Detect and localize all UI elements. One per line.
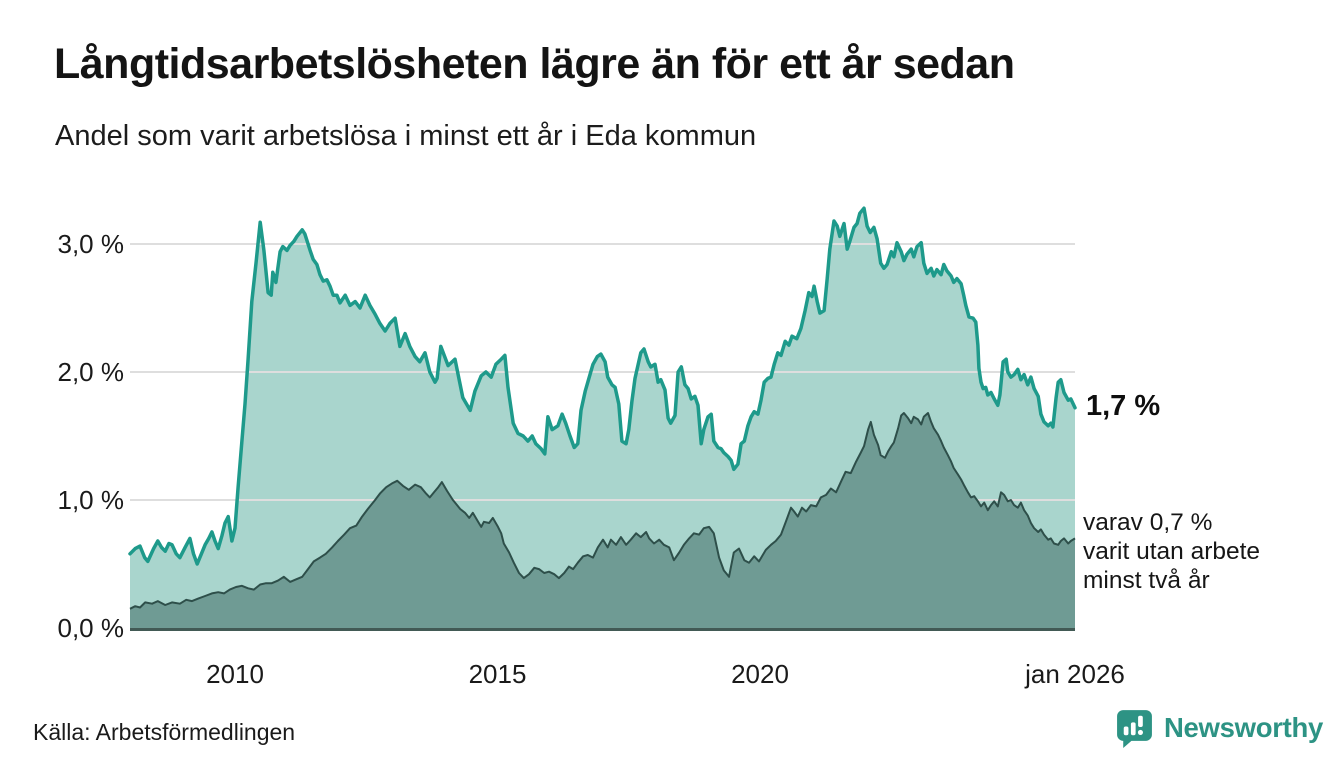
area-fill-one-year	[130, 208, 1075, 628]
y-axis-tick-3: 3,0 %	[57, 229, 125, 259]
area-fill-two-years	[130, 413, 1075, 628]
page-subtitle: Andel som varit arbetslösa i minst ett å…	[55, 120, 757, 152]
subset-line-1: varav 0,7 %	[1083, 509, 1213, 536]
bar-medium	[1130, 722, 1136, 736]
x-axis-tick-2020: 2020	[731, 659, 789, 689]
x-axis-tick-2015: 2015	[468, 659, 527, 689]
line-two-years	[129, 412, 1076, 610]
x-axis-tick-2010: 2010	[206, 659, 264, 689]
newsworthy-logo: Newsworthy	[1114, 707, 1323, 748]
x-axis-tick-jan-2026: jan 2026	[1025, 659, 1125, 689]
y-axis-tick-0: 0,0 %	[57, 613, 125, 643]
newsworthy-logo-icon	[1117, 710, 1152, 748]
subset-line-3: minst två år	[1083, 567, 1210, 594]
newsworthy-logo-text: Newsworthy	[1164, 711, 1323, 743]
y-axis-tick-2: 2,0 %	[57, 357, 125, 387]
page-title: Långtidsarbetslösheten lägre än för ett …	[54, 40, 1015, 88]
bar-small	[1123, 726, 1129, 736]
source-note: Källa: Arbetsförmedlingen	[33, 719, 296, 745]
y-axis-tick-1: 1,0 %	[57, 485, 125, 515]
line-one-year	[128, 206, 1077, 566]
subset-line-2: varit utan arbete	[1083, 538, 1261, 565]
series-end-label-total: 1,7 %	[1086, 390, 1161, 422]
exclamation-dot	[1137, 729, 1144, 735]
series-end-label-subset: varav 0,7 % varit utan arbete minst två …	[1083, 508, 1260, 595]
exclamation-stem	[1138, 715, 1143, 727]
